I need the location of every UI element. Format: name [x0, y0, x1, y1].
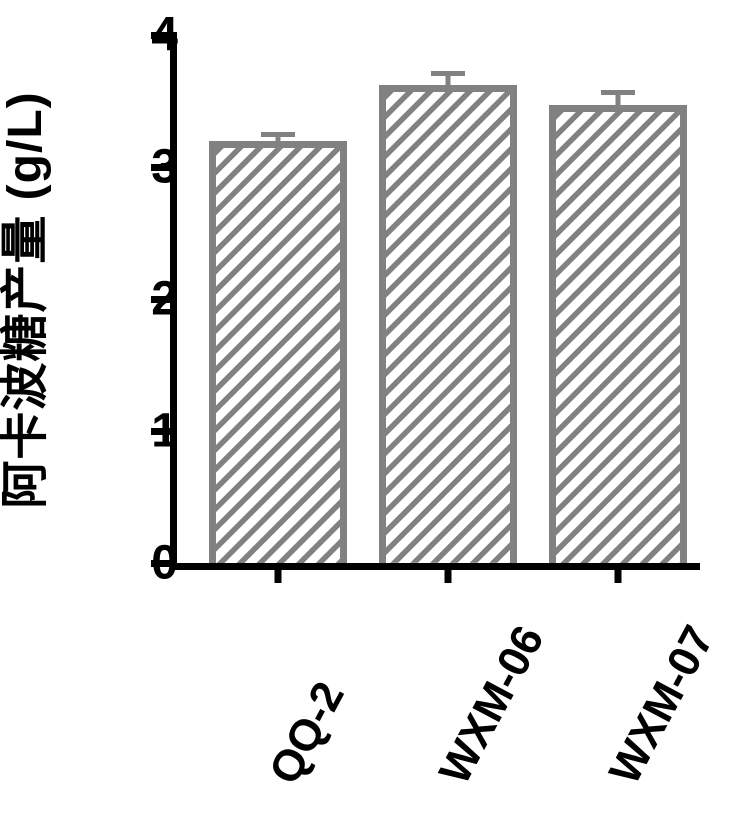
- bar-fill: [216, 148, 340, 563]
- bar-fill: [556, 112, 680, 563]
- x-tick: [275, 563, 282, 583]
- bar-group: WXM-07: [549, 105, 687, 563]
- x-tick: [615, 563, 622, 583]
- y-axis-label: 阿卡波糖产量 (g/L): [0, 20, 55, 580]
- y-tick-label: 3: [118, 140, 178, 195]
- x-tick-label: WXM-07: [600, 618, 724, 793]
- error-cap: [601, 90, 635, 95]
- y-tick-label: 4: [118, 8, 178, 63]
- x-tick-label: WXM-06: [430, 618, 554, 793]
- error-cap: [431, 71, 465, 76]
- bar-group: QQ-2: [209, 141, 347, 563]
- x-tick: [445, 563, 452, 583]
- y-tick-label: 0: [118, 536, 178, 591]
- bar: [549, 105, 687, 563]
- y-tick-label: 1: [118, 404, 178, 459]
- bar-group: WXM-06: [379, 85, 517, 563]
- x-tick-label: QQ-2: [260, 674, 355, 792]
- bar: [379, 85, 517, 563]
- bar-fill: [386, 92, 510, 563]
- bar: [209, 141, 347, 563]
- error-cap: [261, 132, 295, 137]
- bar-chart: 阿卡波糖产量 (g/L) QQ-2WXM-06WXM-07 01234: [0, 0, 738, 827]
- y-tick-label: 2: [118, 272, 178, 327]
- plot-area: QQ-2WXM-06WXM-07: [170, 35, 700, 570]
